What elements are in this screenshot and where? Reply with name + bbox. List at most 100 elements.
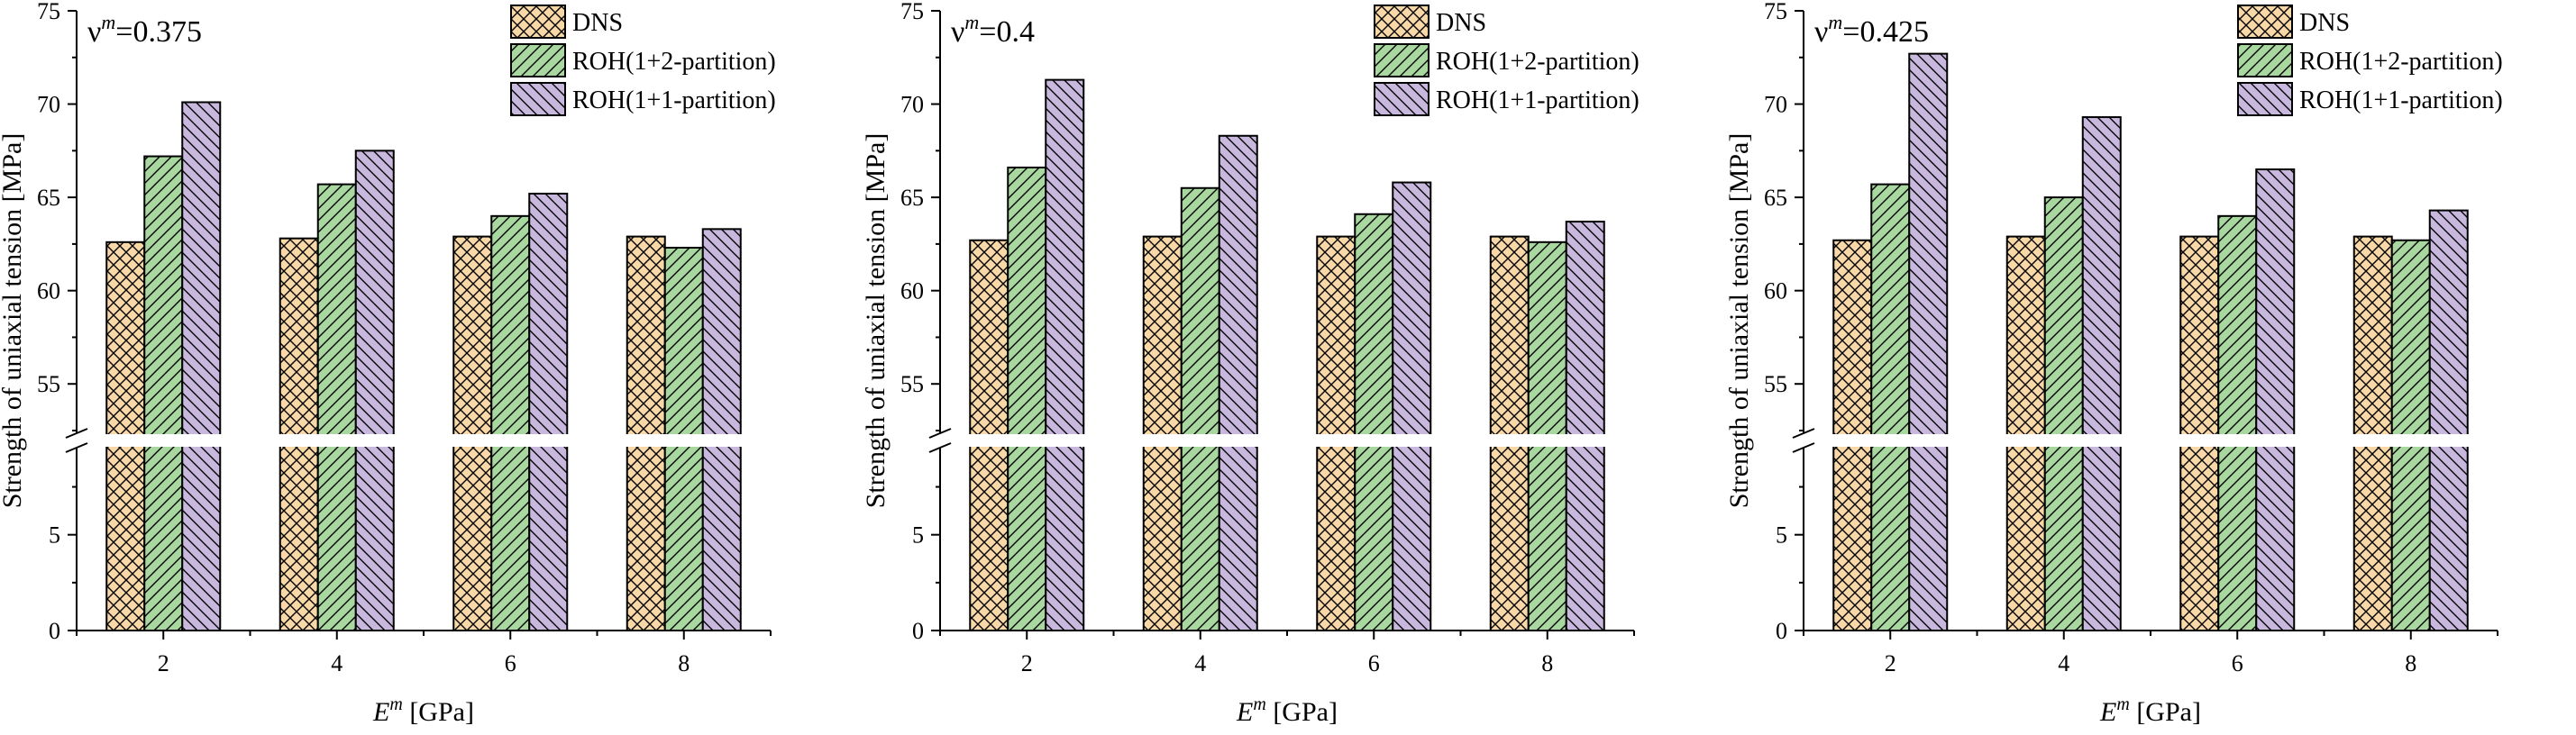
bar-dns-8 bbox=[1489, 235, 1530, 631]
y-tick-label: 0 bbox=[49, 618, 60, 644]
bar-roh11-6 bbox=[1392, 181, 1432, 631]
bar-dns-8 bbox=[2352, 235, 2393, 631]
x-axis-label: Em [GPa] bbox=[372, 694, 474, 727]
legend-swatch-roh12 bbox=[2237, 43, 2293, 77]
y-tick-label: 75 bbox=[1764, 0, 1787, 24]
legend-swatch-roh11 bbox=[510, 82, 566, 116]
legend-swatch-roh12 bbox=[1374, 43, 1430, 77]
legend: DNS ROH(1+2-partition) ROH(1+1-partition) bbox=[510, 5, 776, 116]
legend-label-dns: DNS bbox=[1436, 9, 1486, 37]
bar-roh11-8 bbox=[1565, 221, 1605, 631]
legend-swatch-dns bbox=[1374, 5, 1430, 39]
x-tick-label: 6 bbox=[2232, 650, 2243, 676]
x-tick-label: 2 bbox=[1021, 650, 1033, 676]
y-tick-label: 5 bbox=[912, 522, 924, 549]
bar-roh11-2 bbox=[1045, 78, 1085, 632]
x-axis-label-unit: [GPa] bbox=[403, 697, 474, 727]
legend-swatch-dns bbox=[510, 5, 566, 39]
y-tick-label: 60 bbox=[900, 278, 924, 304]
x-axis-label-symbol: E bbox=[372, 697, 389, 727]
x-tick-label: 8 bbox=[2405, 650, 2416, 676]
legend-label-roh11: ROH(1+1-partition) bbox=[1436, 86, 1640, 114]
y-tick-label: 0 bbox=[1776, 618, 1787, 644]
x-tick-label: 8 bbox=[1541, 650, 1553, 676]
x-tick-label: 4 bbox=[1194, 650, 1206, 676]
x-axis-label-sup: m bbox=[389, 694, 402, 714]
legend: DNS ROH(1+2-partition) ROH(1+1-partition) bbox=[1374, 5, 1640, 116]
bar-roh12-2 bbox=[1870, 183, 1911, 631]
axis-break-mark bbox=[65, 428, 88, 453]
y-axis-label: Strength of uniaxial tension [MPa] bbox=[861, 133, 891, 509]
panel-title-symbol: ν bbox=[87, 15, 101, 49]
chart-panel-2: 55 60 65 70 75 0 5 2 4 6 8 Em [GPa] Strength of unia… bbox=[861, 0, 1643, 727]
panel-title: νm=0.425 bbox=[1814, 11, 1929, 49]
y-tick-label: 70 bbox=[900, 92, 924, 118]
legend: DNS ROH(1+2-partition) ROH(1+1-partition) bbox=[2237, 5, 2503, 116]
axis-break-mark bbox=[1792, 428, 1815, 453]
panel-title-sup: m bbox=[101, 11, 115, 33]
y-axis-label: Strength of uniaxial tension [MPa] bbox=[1724, 133, 1754, 509]
x-axis-label-symbol: E bbox=[2099, 697, 2116, 727]
bar-roh11-4 bbox=[1218, 134, 1258, 631]
axis-break-band bbox=[904, 434, 1643, 447]
bar-dns-6 bbox=[2179, 235, 2220, 631]
x-axis-label-symbol: E bbox=[1236, 697, 1253, 727]
panel-title-value: =0.4 bbox=[979, 15, 1035, 49]
y-tick-label: 55 bbox=[900, 371, 924, 397]
x-tick-label: 4 bbox=[2058, 650, 2069, 676]
bar-roh12-2 bbox=[1007, 166, 1047, 631]
axis-break-band bbox=[1768, 434, 2507, 447]
x-tick-label: 2 bbox=[1885, 650, 1896, 676]
x-axis-label: Em [GPa] bbox=[2099, 694, 2201, 727]
x-axis-label-sup: m bbox=[1253, 694, 1265, 714]
y-tick-label: 5 bbox=[1776, 522, 1787, 549]
panel-title-value: =0.425 bbox=[1842, 15, 1929, 49]
panel-title-symbol: ν bbox=[951, 15, 964, 49]
bar-roh11-6 bbox=[528, 192, 569, 631]
panel-title-value: =0.375 bbox=[115, 15, 202, 49]
y-tick-label: 0 bbox=[912, 618, 924, 644]
y-tick-label: 75 bbox=[37, 0, 60, 24]
y-tick-label: 75 bbox=[900, 0, 924, 24]
bar-dns-6 bbox=[452, 235, 493, 631]
x-tick-label: 6 bbox=[505, 650, 516, 676]
legend-swatch-roh11 bbox=[2237, 82, 2293, 116]
bar-dns-4 bbox=[2005, 235, 2046, 631]
bar-roh11-4 bbox=[2081, 116, 2122, 631]
y-tick-label: 70 bbox=[37, 92, 60, 118]
bar-dns-6 bbox=[1316, 235, 1357, 631]
panel-title: νm=0.4 bbox=[951, 11, 1035, 49]
bar-roh12-4 bbox=[1180, 186, 1220, 631]
x-axis-label-sup: m bbox=[2116, 694, 2129, 714]
y-tick-label: 55 bbox=[37, 371, 60, 397]
legend-label-roh11: ROH(1+1-partition) bbox=[2299, 86, 2503, 114]
y-tick-label: 65 bbox=[1764, 185, 1787, 211]
axis-break-band bbox=[41, 434, 780, 447]
bar-roh11-2 bbox=[1908, 52, 1949, 631]
bar-roh12-6 bbox=[1354, 213, 1394, 632]
panel-title: νm=0.375 bbox=[87, 11, 202, 49]
y-tick-label: 60 bbox=[1764, 278, 1787, 304]
x-tick-label: 8 bbox=[678, 650, 690, 676]
bar-roh12-4 bbox=[2043, 196, 2084, 631]
y-tick-label: 5 bbox=[49, 522, 60, 549]
y-tick-label: 60 bbox=[37, 278, 60, 304]
panel-title-sup: m bbox=[964, 11, 979, 33]
y-tick-label: 65 bbox=[37, 185, 60, 211]
x-tick-label: 2 bbox=[158, 650, 169, 676]
legend-label-roh12: ROH(1+2-partition) bbox=[1436, 48, 1640, 76]
y-tick-label: 55 bbox=[1764, 371, 1787, 397]
legend-label-roh12: ROH(1+2-partition) bbox=[2299, 48, 2503, 76]
legend-label-roh11: ROH(1+1-partition) bbox=[572, 86, 776, 114]
legend-label-roh12: ROH(1+2-partition) bbox=[572, 48, 776, 76]
y-tick-label: 70 bbox=[1764, 92, 1787, 118]
x-axis-label-unit: [GPa] bbox=[1266, 697, 1338, 727]
y-axis-label: Strength of uniaxial tension [MPa] bbox=[0, 133, 27, 509]
bar-roh11-8 bbox=[701, 228, 742, 631]
bar-roh12-6 bbox=[2217, 214, 2258, 631]
bar-roh11-6 bbox=[2255, 168, 2296, 632]
legend-swatch-roh12 bbox=[510, 43, 566, 77]
bar-dns-8 bbox=[626, 235, 666, 631]
y-tick-label: 65 bbox=[900, 185, 924, 211]
legend-swatch-roh11 bbox=[1374, 82, 1430, 116]
